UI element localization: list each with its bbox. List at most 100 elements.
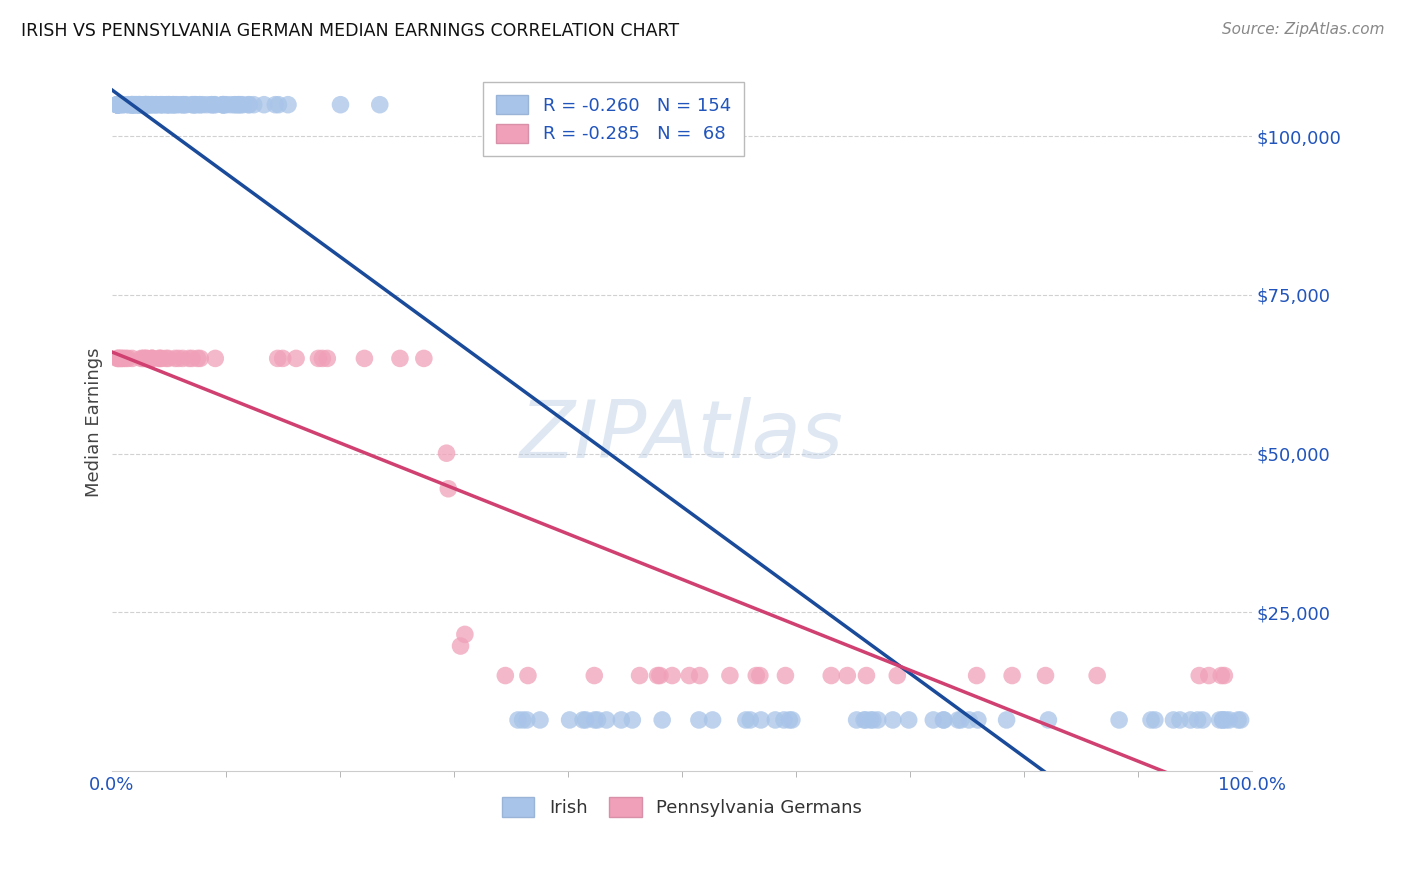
Point	[855, 668, 877, 682]
Point	[1187, 713, 1209, 727]
Point	[316, 351, 339, 366]
Point	[212, 97, 235, 112]
Point	[238, 97, 260, 112]
Point	[628, 668, 651, 682]
Point	[132, 97, 155, 112]
Point	[204, 351, 226, 366]
Point	[215, 97, 238, 112]
Point	[308, 351, 330, 366]
Point	[285, 351, 308, 366]
Point	[110, 351, 132, 366]
Point	[105, 97, 128, 112]
Point	[157, 97, 180, 112]
Point	[176, 97, 198, 112]
Point	[388, 351, 411, 366]
Point	[125, 97, 148, 112]
Point	[172, 97, 194, 112]
Point	[128, 97, 150, 112]
Text: ZIPAtlas: ZIPAtlas	[520, 397, 844, 475]
Point	[138, 97, 160, 112]
Point	[128, 97, 150, 112]
Point	[1140, 713, 1163, 727]
Point	[105, 351, 128, 366]
Point	[107, 351, 129, 366]
Point	[135, 97, 157, 112]
Text: IRISH VS PENNSYLVANIA GERMAN MEDIAN EARNINGS CORRELATION CHART: IRISH VS PENNSYLVANIA GERMAN MEDIAN EARN…	[21, 22, 679, 40]
Point	[121, 97, 143, 112]
Point	[132, 351, 155, 366]
Point	[450, 639, 472, 653]
Point	[949, 713, 972, 727]
Point	[150, 351, 173, 366]
Point	[124, 97, 146, 112]
Point	[139, 97, 162, 112]
Point	[775, 668, 797, 682]
Point	[882, 713, 904, 727]
Point	[897, 713, 920, 727]
Point	[117, 97, 139, 112]
Point	[1168, 713, 1191, 727]
Point	[516, 713, 538, 727]
Point	[1215, 713, 1237, 727]
Point	[148, 351, 170, 366]
Point	[129, 351, 152, 366]
Point	[647, 668, 669, 682]
Point	[114, 351, 136, 366]
Point	[159, 97, 181, 112]
Point	[610, 713, 633, 727]
Point	[277, 97, 299, 112]
Point	[145, 97, 167, 112]
Point	[1180, 713, 1202, 727]
Point	[773, 713, 796, 727]
Text: Source: ZipAtlas.com: Source: ZipAtlas.com	[1222, 22, 1385, 37]
Point	[135, 351, 157, 366]
Point	[778, 713, 800, 727]
Point	[353, 351, 375, 366]
Point	[112, 97, 135, 112]
Point	[242, 97, 264, 112]
Point	[121, 351, 143, 366]
Point	[1035, 668, 1057, 682]
Point	[820, 668, 842, 682]
Point	[661, 668, 683, 682]
Point	[141, 97, 163, 112]
Point	[162, 97, 184, 112]
Point	[195, 97, 218, 112]
Point	[512, 713, 534, 727]
Point	[859, 713, 882, 727]
Point	[110, 351, 132, 366]
Point	[966, 668, 988, 682]
Point	[117, 351, 139, 366]
Point	[837, 668, 859, 682]
Point	[1191, 713, 1213, 727]
Point	[169, 97, 191, 112]
Point	[558, 713, 581, 727]
Point	[957, 713, 980, 727]
Point	[120, 97, 142, 112]
Point	[145, 97, 167, 112]
Point	[886, 668, 908, 682]
Point	[1227, 713, 1250, 727]
Point	[1188, 668, 1211, 682]
Point	[157, 351, 180, 366]
Point	[583, 713, 606, 727]
Point	[454, 627, 477, 641]
Point	[494, 668, 516, 682]
Point	[1211, 668, 1233, 682]
Point	[214, 97, 236, 112]
Point	[845, 713, 868, 727]
Point	[1211, 713, 1233, 727]
Point	[1213, 668, 1236, 682]
Point	[1038, 713, 1060, 727]
Point	[117, 97, 139, 112]
Point	[229, 97, 252, 112]
Point	[142, 97, 165, 112]
Point	[162, 97, 184, 112]
Point	[862, 713, 884, 727]
Point	[105, 97, 128, 112]
Point	[436, 446, 458, 460]
Point	[105, 97, 128, 112]
Point	[184, 97, 207, 112]
Point	[967, 713, 990, 727]
Point	[932, 713, 955, 727]
